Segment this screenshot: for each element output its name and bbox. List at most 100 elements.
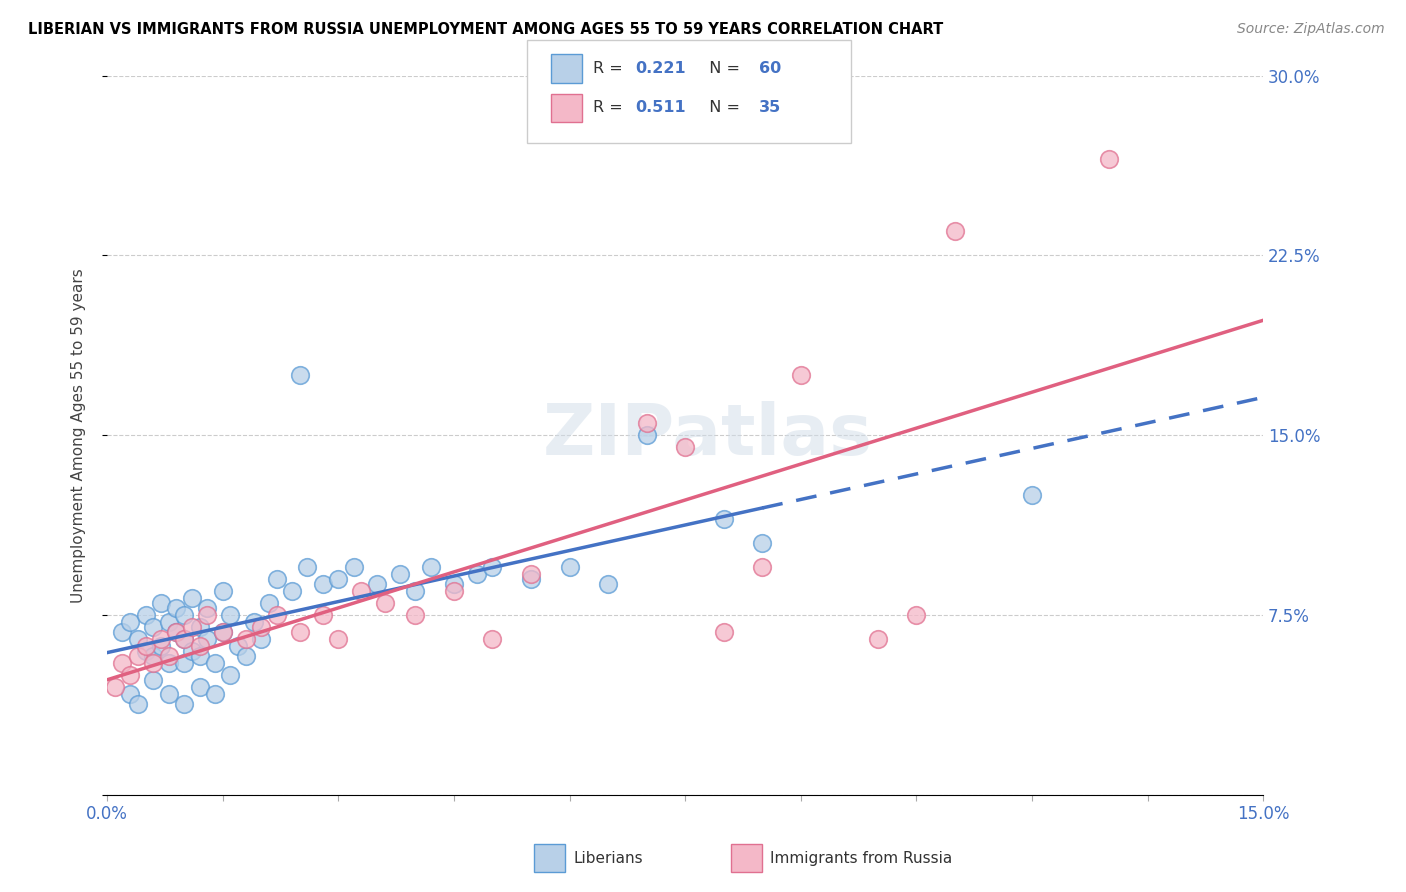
Text: N =: N = — [699, 101, 745, 115]
Point — [481, 632, 503, 647]
Point — [226, 640, 249, 654]
Text: Immigrants from Russia: Immigrants from Russia — [770, 851, 953, 865]
Point — [188, 640, 211, 654]
Y-axis label: Unemployment Among Ages 55 to 59 years: Unemployment Among Ages 55 to 59 years — [72, 268, 86, 603]
Point — [366, 577, 388, 591]
Point — [165, 624, 187, 639]
Point — [211, 624, 233, 639]
Point — [713, 512, 735, 526]
Point — [180, 591, 202, 606]
Text: 35: 35 — [759, 101, 782, 115]
Point — [481, 560, 503, 574]
Point — [943, 224, 966, 238]
Point — [150, 632, 173, 647]
Point — [180, 644, 202, 658]
Point — [173, 632, 195, 647]
Point — [235, 632, 257, 647]
Point — [204, 656, 226, 670]
Point — [120, 668, 142, 682]
Point — [188, 680, 211, 694]
Point — [188, 620, 211, 634]
Point — [142, 620, 165, 634]
Point — [636, 428, 658, 442]
Point — [297, 560, 319, 574]
Point — [211, 624, 233, 639]
Point — [150, 640, 173, 654]
Point — [558, 560, 581, 574]
Point — [465, 567, 488, 582]
Point — [219, 608, 242, 623]
Point — [188, 648, 211, 663]
Point — [1098, 153, 1121, 167]
Point — [713, 624, 735, 639]
Point — [211, 584, 233, 599]
Text: Source: ZipAtlas.com: Source: ZipAtlas.com — [1237, 22, 1385, 37]
Point — [157, 648, 180, 663]
Point — [250, 620, 273, 634]
Point — [111, 624, 134, 639]
Point — [204, 687, 226, 701]
Point — [173, 632, 195, 647]
Point — [443, 577, 465, 591]
Point — [195, 601, 218, 615]
Point — [242, 615, 264, 630]
Point — [596, 577, 619, 591]
Point — [312, 608, 335, 623]
Point — [350, 584, 373, 599]
Point — [127, 632, 149, 647]
Point — [195, 632, 218, 647]
Point — [1021, 488, 1043, 502]
Text: LIBERIAN VS IMMIGRANTS FROM RUSSIA UNEMPLOYMENT AMONG AGES 55 TO 59 YEARS CORREL: LIBERIAN VS IMMIGRANTS FROM RUSSIA UNEMP… — [28, 22, 943, 37]
Point — [288, 624, 311, 639]
Text: Liberians: Liberians — [574, 851, 644, 865]
Point — [165, 624, 187, 639]
Point — [520, 567, 543, 582]
Point — [328, 632, 350, 647]
Point — [343, 560, 366, 574]
Point — [281, 584, 304, 599]
Point — [165, 601, 187, 615]
Point — [150, 596, 173, 610]
Point — [266, 572, 288, 586]
Point — [266, 608, 288, 623]
Text: ZIPatlas: ZIPatlas — [543, 401, 873, 470]
Point — [157, 687, 180, 701]
Point — [443, 584, 465, 599]
Text: N =: N = — [699, 62, 745, 76]
Point — [127, 648, 149, 663]
Point — [135, 640, 157, 654]
Point — [111, 656, 134, 670]
Text: 0.221: 0.221 — [636, 62, 686, 76]
Text: R =: R = — [593, 101, 628, 115]
Point — [404, 584, 426, 599]
Point — [127, 697, 149, 711]
Text: 60: 60 — [759, 62, 782, 76]
Point — [636, 417, 658, 431]
Point — [905, 608, 928, 623]
Point — [104, 680, 127, 694]
Point — [142, 673, 165, 687]
Point — [520, 572, 543, 586]
Point — [288, 368, 311, 383]
Point — [388, 567, 411, 582]
Point — [120, 687, 142, 701]
Point — [374, 596, 396, 610]
Point — [157, 656, 180, 670]
Point — [173, 608, 195, 623]
Point — [180, 620, 202, 634]
Point — [790, 368, 813, 383]
Point — [257, 596, 280, 610]
Point — [135, 608, 157, 623]
Point — [142, 656, 165, 670]
Point — [312, 577, 335, 591]
Point — [328, 572, 350, 586]
Point — [235, 648, 257, 663]
Point — [157, 615, 180, 630]
Point — [250, 632, 273, 647]
Point — [173, 697, 195, 711]
Point — [142, 648, 165, 663]
Point — [419, 560, 441, 574]
Point — [219, 668, 242, 682]
Text: R =: R = — [593, 62, 628, 76]
Point — [673, 440, 696, 454]
